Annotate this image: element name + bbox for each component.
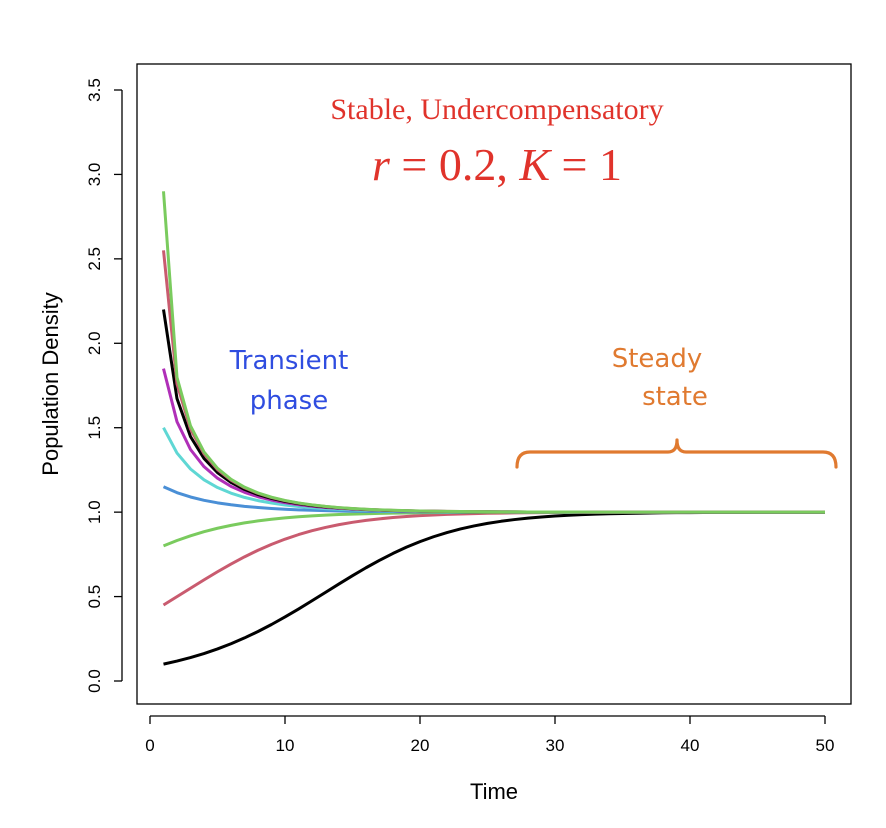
plot-box xyxy=(136,63,852,705)
y-tick-label: 0.0 xyxy=(85,669,104,693)
x-axis-title: Time xyxy=(470,779,518,804)
transient-label-line1: Transient xyxy=(229,346,349,376)
r-symbol: r xyxy=(372,139,391,190)
y-tick-label: 1.5 xyxy=(85,416,104,440)
k-value: = 1 xyxy=(550,139,622,190)
x-tick-label: 20 xyxy=(411,736,430,755)
series-line-n0-0-1 xyxy=(163,510,826,666)
series-line-n0-0-45 xyxy=(162,510,825,607)
series-line-n0-2-55 xyxy=(162,250,825,514)
steady-label-line1: Steady xyxy=(612,344,703,374)
y-tick-label: 3.0 xyxy=(85,163,104,187)
parameter-formula: r = 0.2, K = 1 xyxy=(372,139,622,190)
chart-title: Stable, Undercompensatory xyxy=(330,93,663,126)
series-group xyxy=(162,191,826,666)
x-axis: 0 10 20 30 40 50 xyxy=(145,715,835,755)
y-axis-title: Population Density xyxy=(38,292,63,475)
x-tick-label: 0 xyxy=(145,736,154,755)
x-tick-label: 10 xyxy=(276,736,295,755)
series-line-n0-1-5 xyxy=(162,427,825,514)
y-tick-label: 1.0 xyxy=(85,500,104,524)
x-tick-label: 50 xyxy=(816,736,835,755)
series-line-n0-2-9 xyxy=(162,191,825,514)
steady-label-line2: state xyxy=(642,382,708,412)
y-tick-label: 3.5 xyxy=(85,78,104,102)
y-tick-label: 0.5 xyxy=(85,585,104,609)
transient-label-line2: phase xyxy=(250,386,328,416)
series-line-n0-1-15 xyxy=(162,485,825,514)
series-line-n0-0-8 xyxy=(162,510,825,548)
y-axis: 0.0 0.5 1.0 1.5 2.0 2.5 3.0 3.5 xyxy=(85,78,123,693)
k-symbol: K xyxy=(518,139,552,190)
x-tick-label: 40 xyxy=(681,736,700,755)
x-tick-label: 30 xyxy=(546,736,565,755)
y-tick-label: 2.0 xyxy=(85,331,104,355)
y-tick-label: 2.5 xyxy=(85,247,104,271)
r-value: = 0.2, xyxy=(390,139,519,190)
steady-state-brace xyxy=(515,438,838,469)
